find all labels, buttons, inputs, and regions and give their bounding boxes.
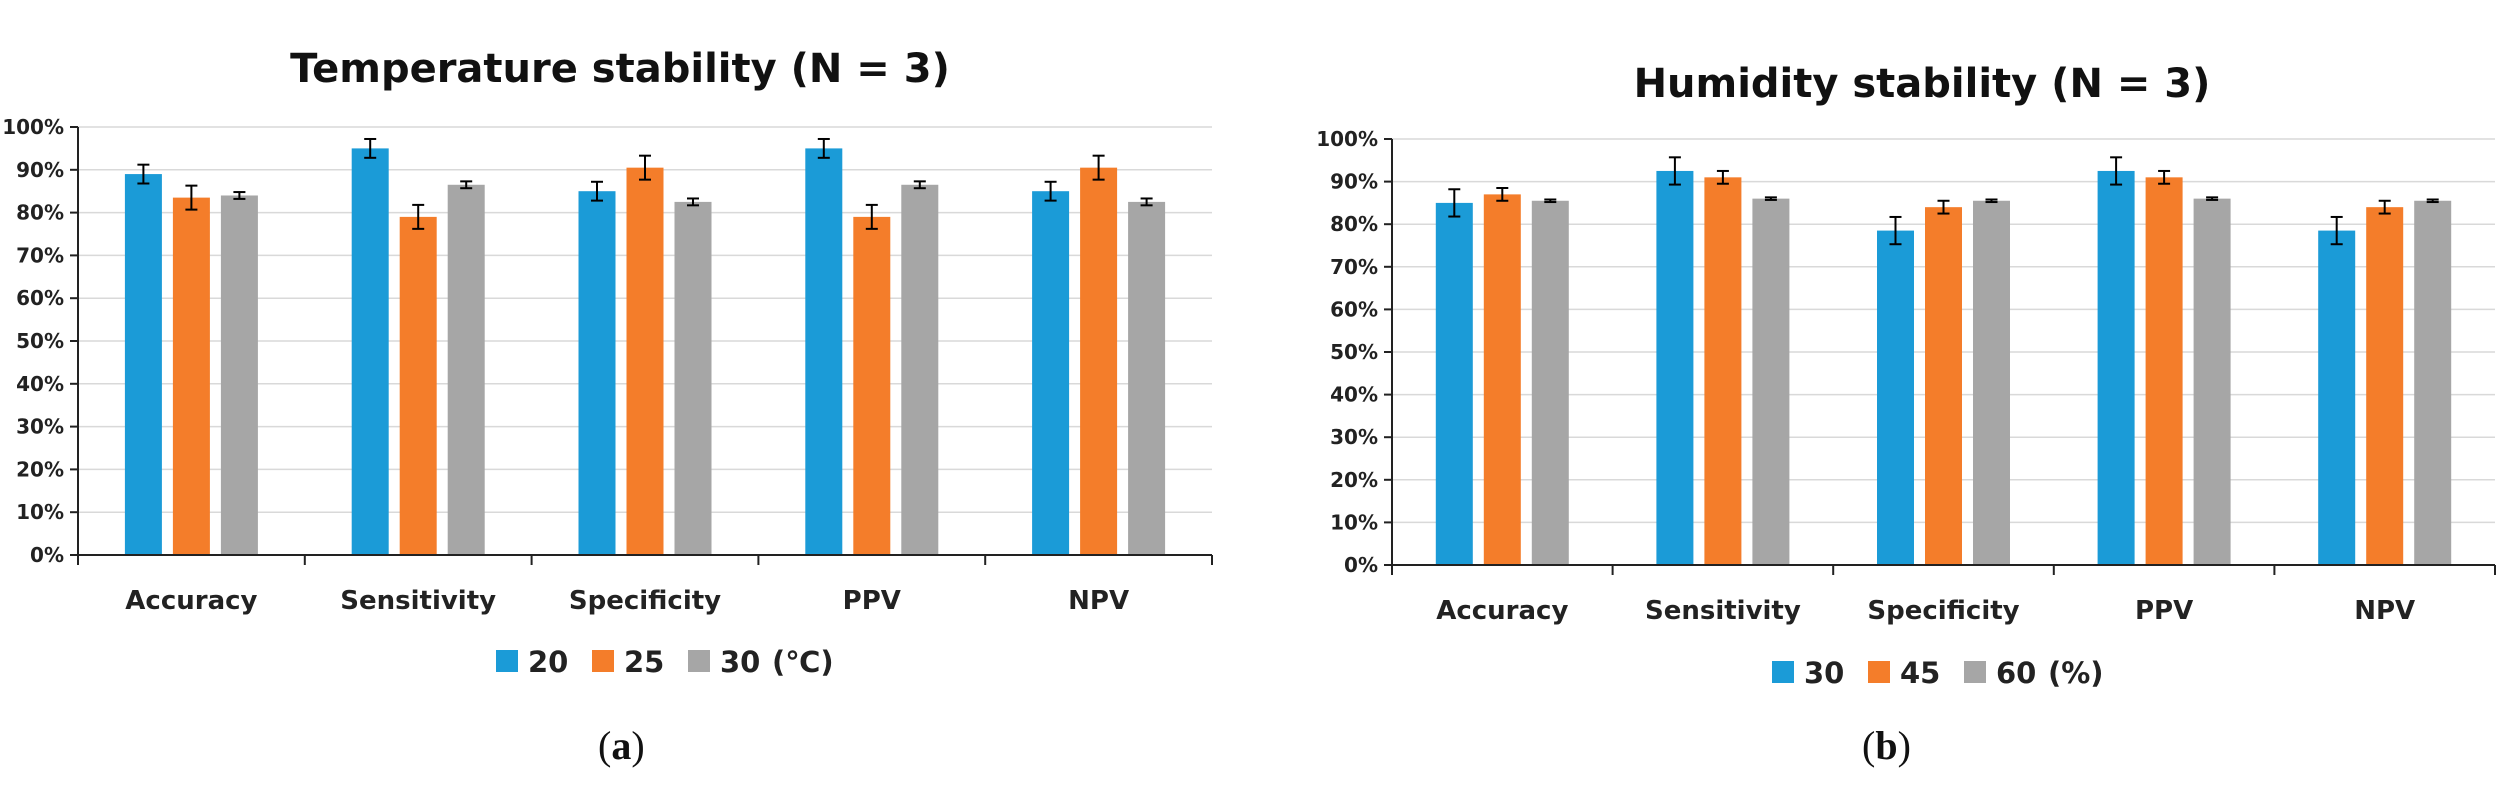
chart-title: Humidity stability (N = 3) [1634,61,2211,107]
bar-30-npv [2318,230,2356,565]
y-tick-label: 100% [1316,127,1378,151]
bar-60-npv [2414,200,2452,565]
bar-30-ppv [901,184,939,555]
y-tick-label: 10% [16,500,64,524]
legend-swatch-30 [688,650,710,672]
legend-label-25: 25 [624,645,664,679]
bar-20-ppv [805,148,843,555]
bar-30-accuracy [220,195,258,556]
bar-60-sensitivity [1752,198,1790,565]
bar-60-specificity [1973,200,2010,565]
bar-60-ppv [2193,198,2231,565]
bar-25-specificity [626,167,664,555]
y-tick-label: 20% [16,457,64,481]
y-tick-label: 20% [1330,468,1378,492]
y-tick-label: 80% [1330,212,1378,236]
bar-25-sensitivity [399,216,437,555]
legend-label-20: 20 [528,645,568,679]
y-tick-label: 80% [16,201,64,225]
bar-45-specificity [1925,207,1962,565]
bar-20-npv [1032,191,1070,555]
category-label-sensitivity: Sensitivity [1645,596,1801,626]
category-label-accuracy: Accuracy [1436,596,1568,626]
y-tick-label: 50% [16,329,64,353]
legend-swatch-20 [496,650,518,672]
category-label-sensitivity: Sensitivity [340,586,496,616]
legend-label-45: 45 [1900,656,1940,690]
y-tick-label: 60% [1330,297,1378,321]
legend-label-60: 60 [1996,656,2036,690]
bar-45-sensitivity [1704,177,1742,565]
legend-label-30: 30 [720,645,760,679]
humidity-stability-chart: Humidity stability (N = 3) 0% 10% 20% 30% 40%… [1316,61,2496,690]
y-tick-label: 70% [1330,255,1378,279]
y-tick-label: 30% [1330,425,1378,449]
legend-swatch-60 [1964,661,1986,683]
bar-25-accuracy [172,197,210,555]
bar-20-sensitivity [351,148,389,555]
bar-20-specificity [578,191,616,555]
temperature-stability-chart: Temperature stability (N = 3) 0% 10% 20% 30%… [2,46,1213,679]
y-tick-label: 0% [1344,553,1378,577]
legend-label-30: 30 [1804,656,1844,690]
bar-30-sensitivity [447,184,485,555]
category-label-npv: NPV [1068,586,1129,616]
y-tick-label: 10% [1330,510,1378,534]
bar-30-specificity [1877,230,1914,565]
bar-20-accuracy [124,174,162,555]
bar-60-accuracy [1531,200,1569,565]
bar-30-ppv [2097,170,2135,565]
y-tick-label: 0% [30,543,64,567]
y-tick-label: 30% [16,415,64,439]
bar-25-npv [1080,167,1118,555]
legend-swatch-25 [592,650,614,672]
legend-swatch-30 [1772,661,1794,683]
chart-title: Temperature stability (N = 3) [290,46,950,92]
y-tick-label: 50% [1330,340,1378,364]
legend-unit: (℃) [772,645,834,679]
bar-30-specificity [674,201,712,555]
bar-25-ppv [853,216,891,555]
y-tick-label: 100% [2,115,64,139]
bar-45-ppv [2145,177,2183,565]
bar-30-accuracy [1435,202,1473,565]
panel-label-b: (b) [1862,723,1911,768]
category-label-specificity: Specificity [569,586,721,616]
y-tick-label: 90% [1330,170,1378,194]
humidity-stability-panel: Humidity stability (N = 3) 0% 10% 20% 30% 40%… [1260,0,2518,802]
legend-swatch-45 [1868,661,1890,683]
bar-45-accuracy [1483,194,1521,565]
bar-45-npv [2366,207,2404,565]
y-tick-label: 90% [16,158,64,182]
bar-30-sensitivity [1656,170,1694,565]
y-tick-label: 40% [1330,383,1378,407]
panel-label-a: (a) [598,723,645,768]
y-tick-label: 60% [16,286,64,310]
bar-30-npv [1128,201,1166,555]
category-label-accuracy: Accuracy [125,586,257,616]
category-label-ppv: PPV [843,586,901,616]
legend-unit: (%) [2048,656,2104,690]
category-label-ppv: PPV [2135,596,2193,626]
y-tick-label: 70% [16,243,64,267]
temperature-stability-panel: Temperature stability (N = 3) 0% 10% 20% 30%… [2,46,1213,768]
y-tick-label: 40% [16,372,64,396]
category-label-npv: NPV [2354,596,2415,626]
category-label-specificity: Specificity [1867,596,2019,626]
